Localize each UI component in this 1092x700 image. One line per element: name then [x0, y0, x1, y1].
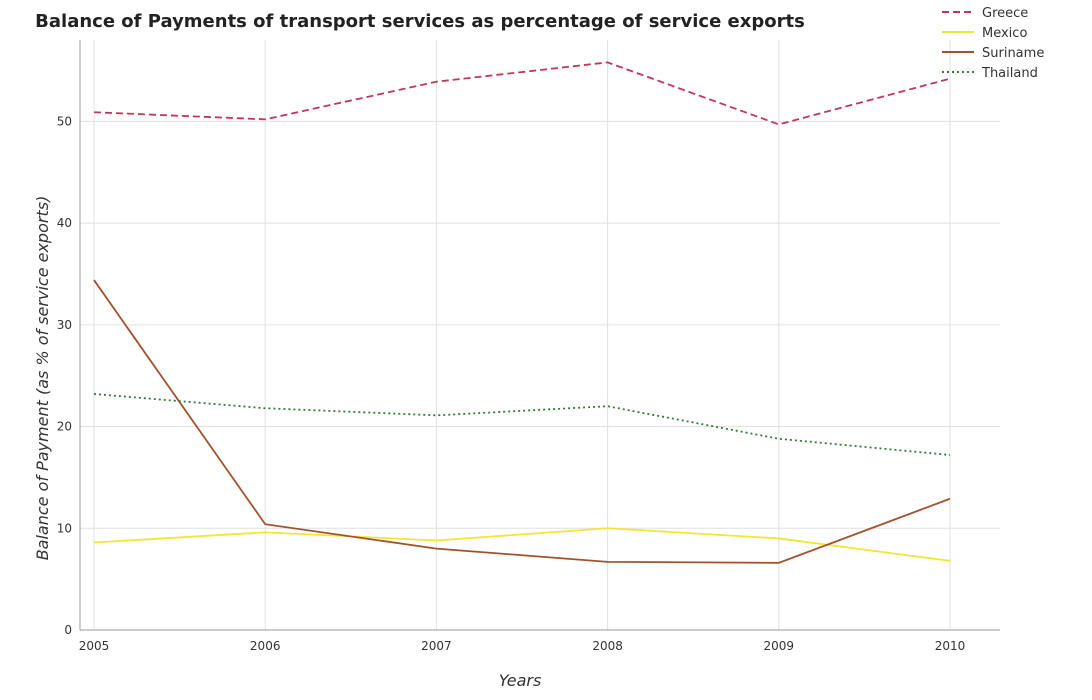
y-tick-label: 20	[57, 420, 72, 434]
x-tick-label: 2007	[421, 639, 452, 653]
x-tick-label: 2010	[935, 639, 966, 653]
x-tick-label: 2006	[250, 639, 281, 653]
x-tick-label: 2005	[79, 639, 110, 653]
y-tick-label: 10	[57, 521, 72, 535]
series-line-suriname	[93, 279, 951, 564]
legend: Greece Mexico Suriname Thailand	[942, 6, 1044, 81]
series-lines	[93, 61, 951, 564]
y-axis-label: Balance of Payment (as % of service expo…	[33, 196, 52, 561]
y-tick-label: 30	[57, 318, 72, 332]
series-line-mexico	[93, 527, 951, 562]
chart-title: Balance of Payments of transport service…	[35, 11, 805, 32]
series-line-thailand	[93, 393, 951, 456]
legend-label-greece: Greece	[982, 6, 1028, 21]
legend-label-mexico: Mexico	[982, 26, 1027, 41]
y-tick-label: 0	[64, 623, 72, 637]
x-axis-label: Years	[499, 671, 542, 690]
legend-label-thailand: Thailand	[981, 66, 1038, 81]
legend-label-suriname: Suriname	[982, 46, 1044, 61]
x-tick-label: 2008	[592, 639, 623, 653]
axes: 0 10 20 30 40 50 2005 2006 2007 2008 2009 2010	[57, 40, 1000, 653]
series-line-greece	[93, 61, 951, 126]
grid	[80, 40, 1000, 631]
x-tick-label: 2009	[764, 639, 795, 653]
y-tick-label: 50	[57, 114, 72, 128]
y-tick-label: 40	[57, 216, 72, 230]
